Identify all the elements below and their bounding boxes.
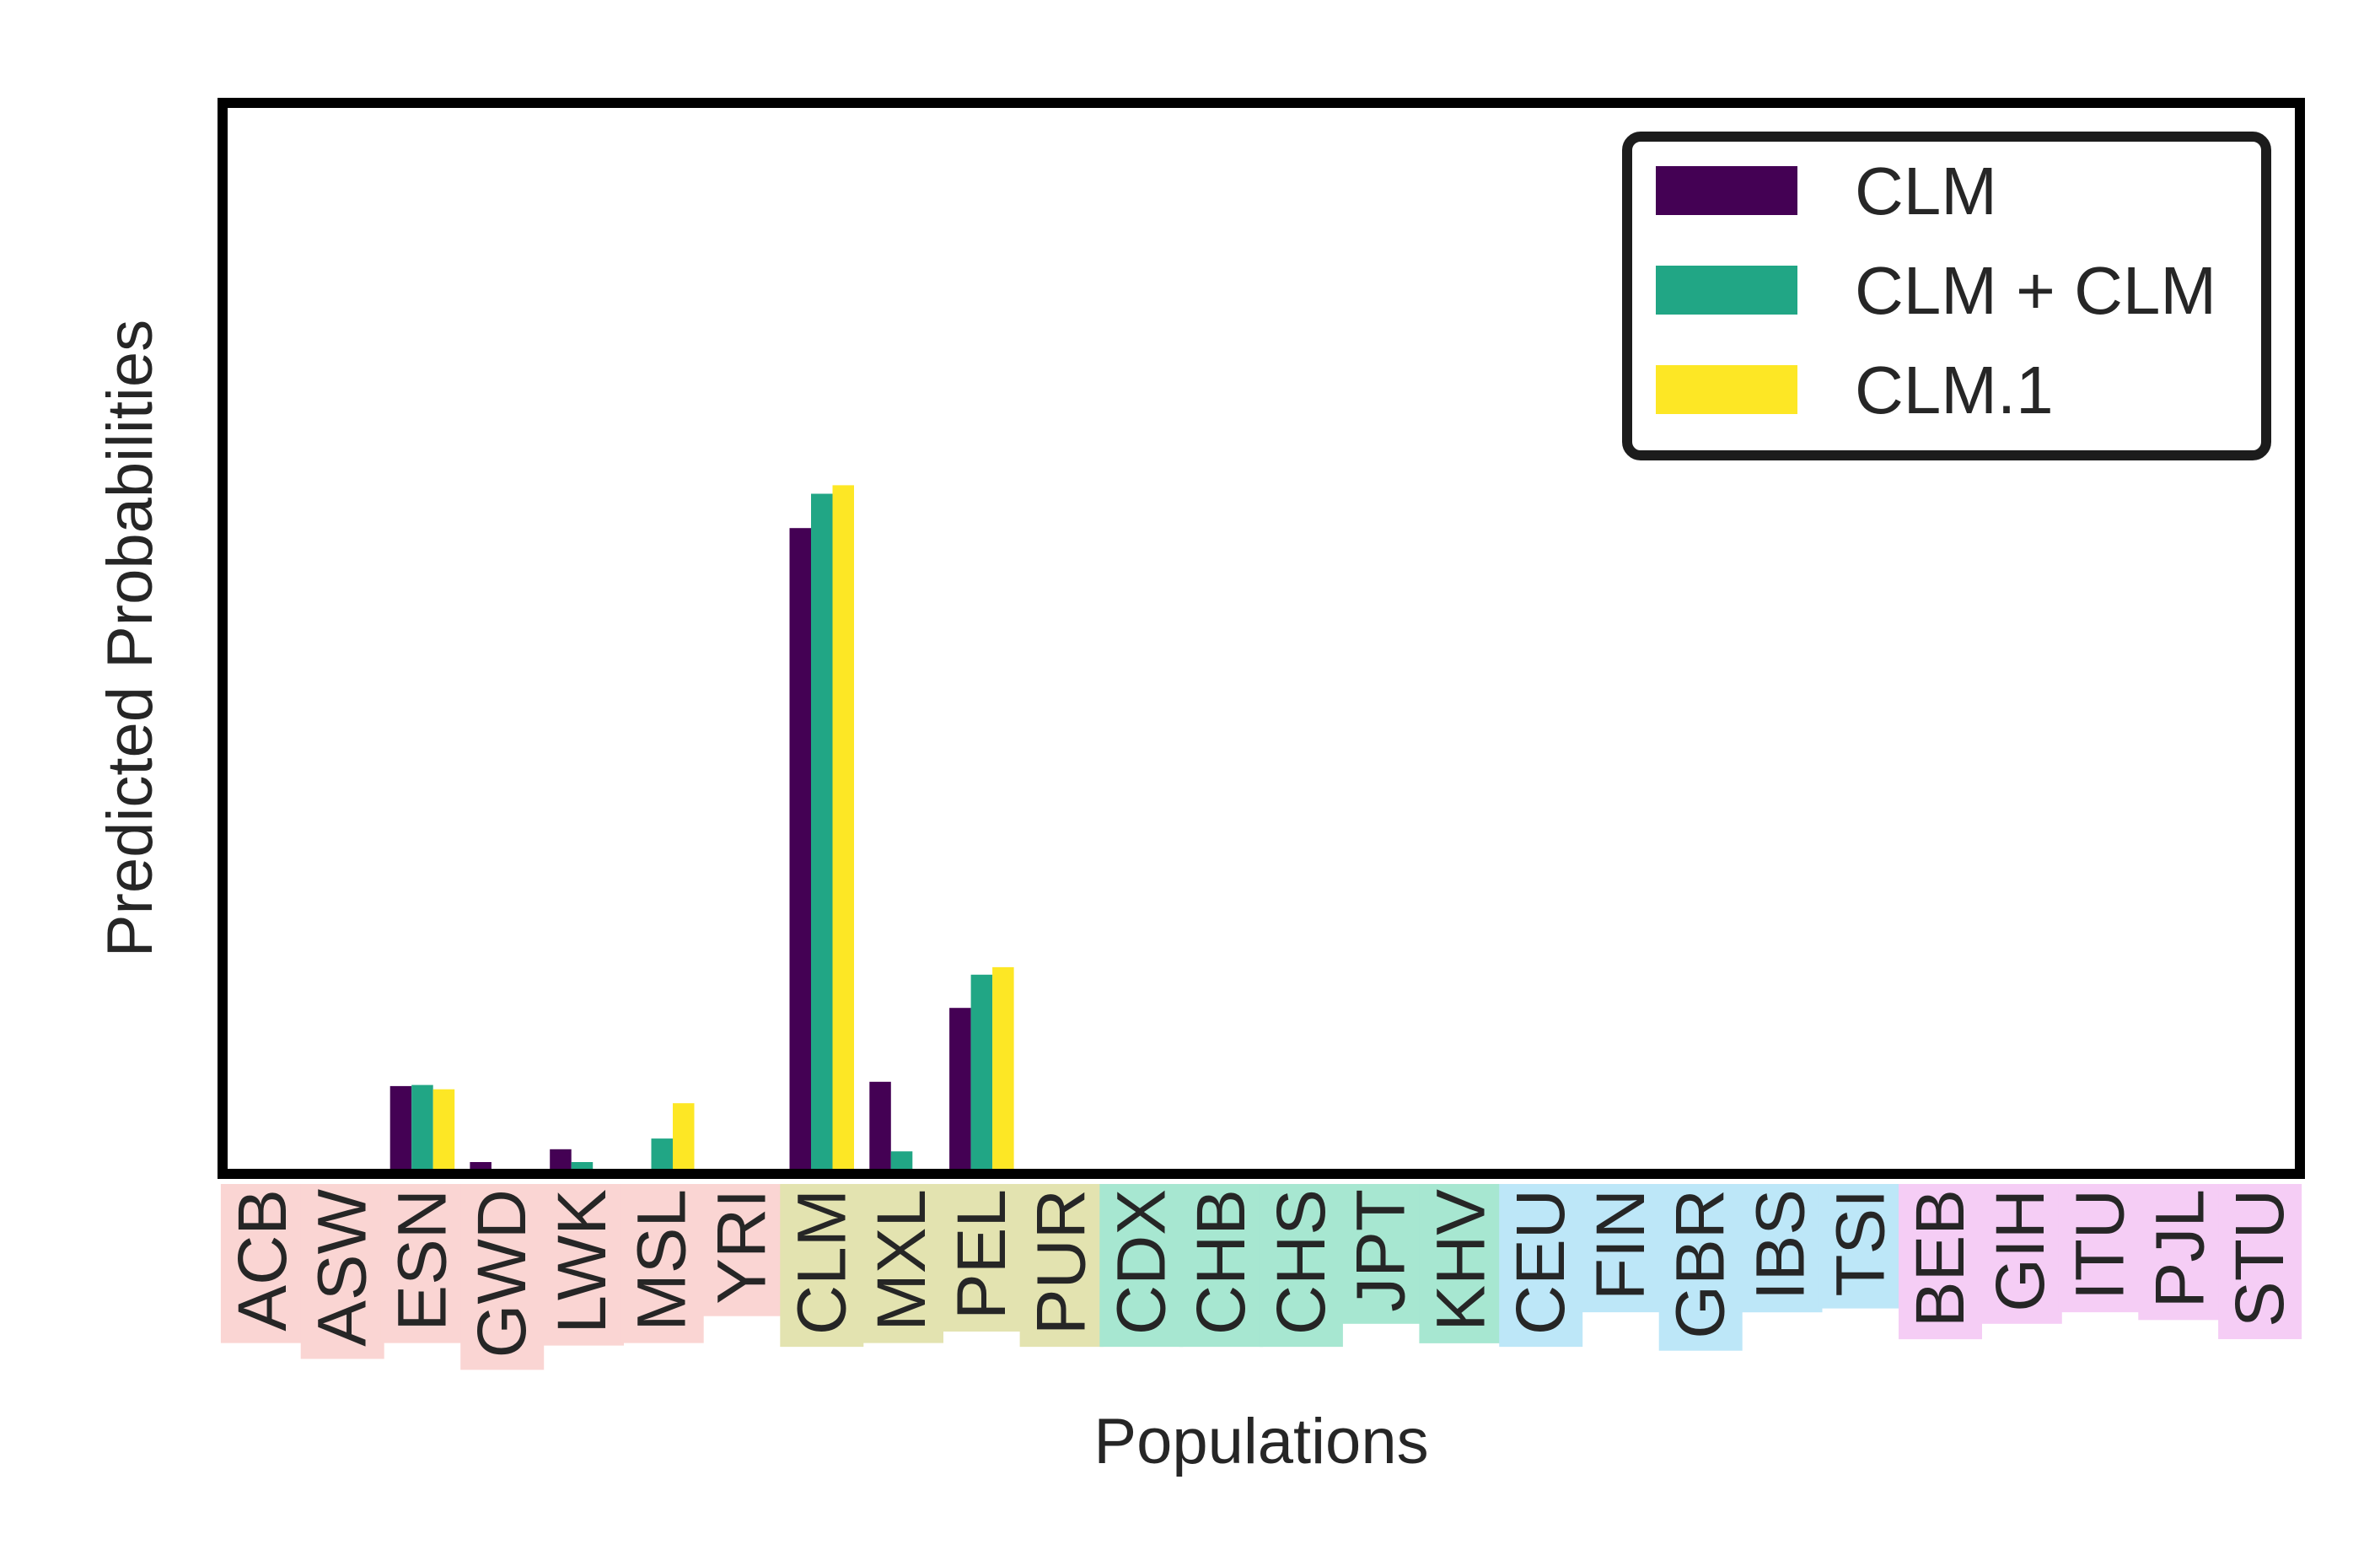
legend-swatch-clm <box>1656 166 1797 215</box>
tick-label-bg-pjl <box>2138 1184 2222 1321</box>
x-tick-label-asw: ASW <box>304 1188 381 1346</box>
bar-clm-series-2 <box>811 493 833 1174</box>
bar-pel-series-2 <box>970 974 993 1174</box>
tick-label-bg-lwk <box>540 1184 624 1346</box>
x-tick-label-pel: PEL <box>943 1189 1020 1320</box>
legend-label-clm-plus-clm: CLM + CLM <box>1855 253 2216 328</box>
x-tick-label-ibs: IBS <box>1743 1189 1819 1300</box>
x-tick-label-msl: MSL <box>624 1189 701 1332</box>
tick-label-bg-yri <box>700 1184 784 1316</box>
x-tick-label-fin: FIN <box>1582 1189 1659 1300</box>
x-tick-label-clm: CLM <box>783 1189 860 1335</box>
x-tick-label-itu: ITU <box>2062 1189 2139 1300</box>
tick-label-bg-jpt <box>1339 1184 1423 1324</box>
x-tick-label-mxl: MXL <box>863 1189 940 1332</box>
tick-label-bg-gbr <box>1658 1184 1743 1351</box>
bars <box>230 485 1014 1174</box>
bar-esn-series-1 <box>390 1085 412 1174</box>
x-tick-label-ceu: CEU <box>1502 1189 1579 1335</box>
legend-label-clm: CLM <box>1855 153 1997 229</box>
x-tick-label-gih: GIH <box>1982 1189 2059 1312</box>
tick-label-bg-fin <box>1579 1184 1663 1313</box>
legend-label-clm-1: CLM.1 <box>1855 352 2054 428</box>
bar-msl-series-2 <box>651 1138 673 1174</box>
x-tick-label-pjl: PJL <box>2141 1189 2218 1308</box>
tick-label-bg-acb <box>220 1184 304 1343</box>
tick-label-bg-mxl <box>860 1184 943 1343</box>
x-tick-label-chb: CHB <box>1183 1189 1260 1335</box>
y-axis-title: Predicted Probabilities <box>94 320 166 957</box>
x-tick-label-cdx: CDX <box>1103 1189 1179 1335</box>
bar-msl-series-3 <box>673 1103 695 1174</box>
tick-label-bg-msl <box>620 1184 704 1343</box>
plot-frame <box>218 98 2305 1179</box>
legend-swatch-clm-1 <box>1656 365 1797 414</box>
x-tick-label-stu: STU <box>2222 1189 2298 1327</box>
tick-label-bg-khv <box>1419 1184 1503 1343</box>
x-tick-label-tsi: TSI <box>1822 1189 1899 1297</box>
x-tick-label-pur: PUR <box>1023 1189 1100 1335</box>
x-tick-labels: ACB ASW ESN GWD LWK MSL YRI CLM MXL PEL PUR CDX CHB C… <box>224 1188 2298 1358</box>
tick-label-bg-pur <box>1019 1184 1104 1348</box>
tick-label-backgrounds <box>220 1184 2302 1370</box>
bar-clm-series-1 <box>789 528 811 1174</box>
x-tick-label-lwk: LWK <box>544 1189 621 1334</box>
x-tick-label-jpt: JPT <box>1343 1189 1420 1312</box>
tick-label-bg-chb <box>1179 1184 1264 1348</box>
tick-label-bg-chs <box>1259 1184 1343 1348</box>
tick-label-bg-clm <box>780 1184 864 1348</box>
bar-pel-series-1 <box>949 1008 971 1174</box>
x-tick-label-yri: YRI <box>704 1189 781 1305</box>
x-axis-title: Populations <box>1093 1406 1428 1477</box>
bar-pel-series-3 <box>992 966 1014 1174</box>
legend-swatch-clm-plus-clm <box>1656 266 1797 315</box>
x-tick-label-acb: ACB <box>224 1189 301 1332</box>
tick-label-bg-cdx <box>1099 1184 1184 1348</box>
bar-esn-series-3 <box>432 1089 455 1174</box>
tick-label-bg-tsi <box>1819 1184 1903 1309</box>
x-tick-label-khv: KHV <box>1422 1189 1499 1332</box>
x-tick-label-gwd: GWD <box>464 1189 540 1358</box>
x-tick-label-beb: BEB <box>1902 1189 1979 1327</box>
tick-label-bg-ibs <box>1738 1184 1823 1313</box>
tick-label-bg-pel <box>939 1184 1023 1332</box>
tick-label-bg-ceu <box>1499 1184 1583 1348</box>
x-tick-label-esn: ESN <box>384 1189 460 1332</box>
x-tick-label-chs: CHS <box>1263 1189 1340 1335</box>
tick-label-bg-asw <box>300 1184 384 1359</box>
bar-esn-series-2 <box>411 1084 433 1174</box>
tick-label-bg-esn <box>380 1184 465 1343</box>
x-tick-label-gbr: GBR <box>1663 1189 1739 1339</box>
tick-label-bg-gwd <box>460 1184 545 1370</box>
bar-clm-series-3 <box>832 485 854 1174</box>
bar-mxl-series-1 <box>869 1081 891 1174</box>
tick-label-bg-itu <box>2058 1184 2142 1313</box>
tick-label-bg-stu <box>2218 1184 2302 1339</box>
legend: CLM CLM + CLM CLM.1 <box>1622 132 2271 460</box>
tick-label-bg-beb <box>1899 1184 1982 1340</box>
tick-label-bg-gih <box>1978 1184 2062 1324</box>
